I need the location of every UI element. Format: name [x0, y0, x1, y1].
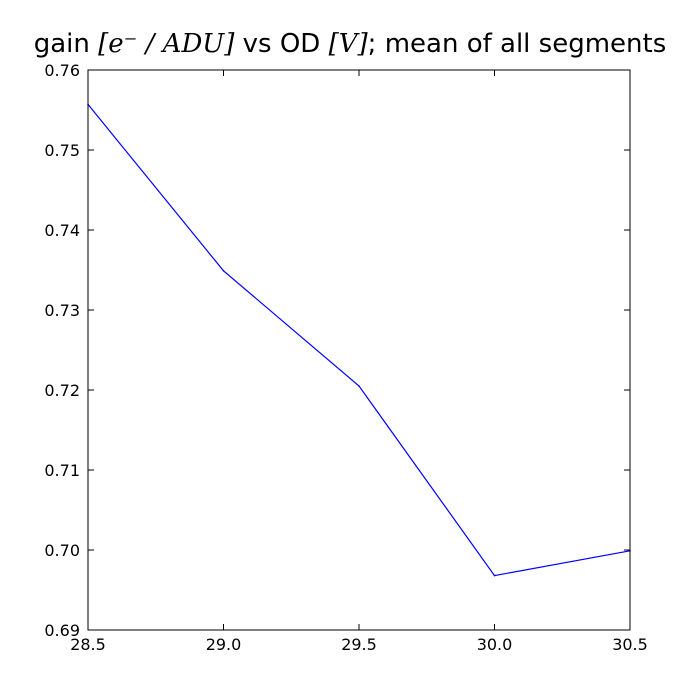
chart-title-unit-od: [V]	[329, 29, 369, 59]
axis-ticks: 28.5 29.0 29.5 30.0 30.5 0.69 0.70 0.71 0.72 0.73…	[44, 61, 647, 654]
chart-title-unit-gain: [e⁻ / ADU]	[98, 29, 235, 59]
x-tick-label: 29.0	[206, 635, 242, 654]
data-point	[493, 574, 496, 577]
x-tick-label: 28.5	[70, 635, 106, 654]
y-tick-label: 0.71	[44, 461, 80, 480]
chart-title: gain [e⁻ / ADU] vs OD [V]; mean of all s…	[34, 29, 667, 59]
y-tick-label: 0.74	[44, 221, 80, 240]
data-point	[358, 385, 360, 387]
x-tick-label: 30.5	[612, 635, 648, 654]
data-point	[222, 270, 225, 272]
series-layer	[87, 103, 631, 577]
y-tick-label: 0.69	[44, 621, 80, 640]
y-tick-label: 0.70	[44, 541, 80, 560]
chart-title-suffix: ; mean of all segments	[368, 29, 667, 59]
y-tick-label: 0.73	[44, 301, 80, 320]
chart-title-middle: vs OD	[234, 29, 328, 59]
chart-title-prefix: gain	[34, 29, 98, 59]
y-tick-label: 0.76	[44, 61, 80, 80]
series-line	[87, 104, 631, 577]
x-tick-label: 30.0	[477, 635, 513, 654]
y-tick-label: 0.72	[44, 381, 80, 400]
y-tick-label: 0.75	[44, 141, 80, 160]
plot-frame	[87, 69, 631, 631]
x-tick-label: 29.5	[341, 635, 377, 654]
